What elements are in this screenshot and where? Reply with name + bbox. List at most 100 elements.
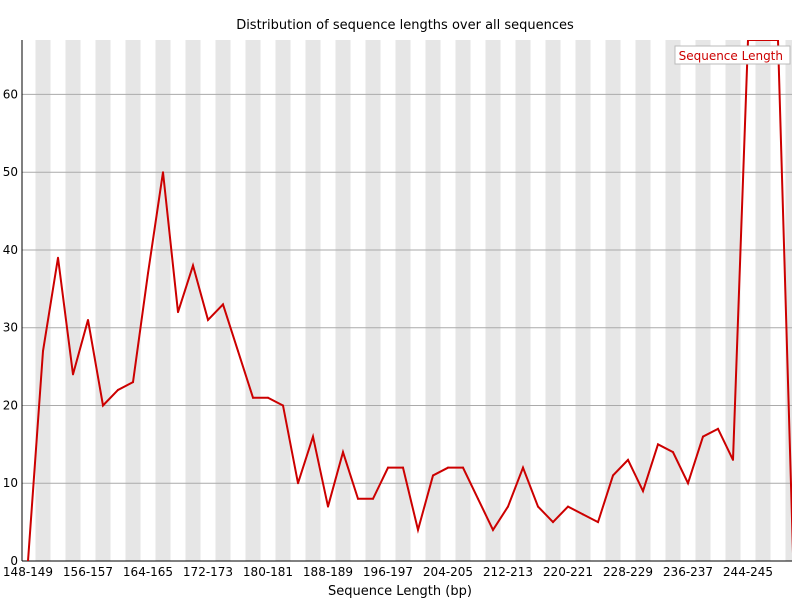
data-point xyxy=(147,272,149,275)
x-tick-label: 228-229 xyxy=(603,565,653,579)
x-tick-label: 156-157 xyxy=(63,565,113,579)
data-point xyxy=(432,474,434,477)
background-band xyxy=(215,40,231,561)
data-point xyxy=(267,396,269,399)
background-band xyxy=(605,40,621,561)
grid-lines xyxy=(22,93,792,484)
x-tick-label: 172-173 xyxy=(183,565,233,579)
data-point xyxy=(27,560,29,561)
data-point xyxy=(222,303,224,306)
background-band xyxy=(785,40,792,561)
background-band xyxy=(65,40,81,561)
background-band xyxy=(365,40,381,561)
data-point xyxy=(252,396,254,399)
data-point xyxy=(87,318,89,321)
y-tick-label: 30 xyxy=(3,321,18,335)
data-point xyxy=(747,40,749,41)
data-point xyxy=(357,497,359,500)
data-point xyxy=(537,505,539,508)
data-point xyxy=(687,482,689,485)
background-band xyxy=(155,40,171,561)
background-band xyxy=(665,40,681,561)
chart-title: Distribution of sequence lengths over al… xyxy=(236,18,574,33)
data-point xyxy=(117,388,119,391)
data-point xyxy=(162,171,164,174)
y-tick-label: 20 xyxy=(3,398,18,412)
background-band xyxy=(545,40,561,561)
data-point xyxy=(327,505,329,508)
data-point xyxy=(372,497,374,500)
data-point xyxy=(567,505,569,508)
y-tick-label: 10 xyxy=(3,476,18,490)
data-point xyxy=(657,443,659,446)
data-point xyxy=(777,40,779,41)
background-band xyxy=(725,40,741,561)
background-band xyxy=(395,40,411,561)
y-tick-label: 40 xyxy=(3,243,18,257)
data-point xyxy=(642,490,644,493)
data-point xyxy=(402,466,404,469)
background-band xyxy=(125,40,141,561)
data-point xyxy=(237,350,239,353)
x-tick-label: 220-221 xyxy=(543,565,593,579)
background-band xyxy=(695,40,711,561)
data-point xyxy=(312,435,314,438)
legend-entry-sequence-length: Sequence Length xyxy=(679,49,783,63)
x-tick-label: 196-197 xyxy=(363,565,413,579)
data-point xyxy=(672,451,674,454)
data-point xyxy=(717,427,719,430)
data-point xyxy=(612,474,614,477)
legend-box xyxy=(674,45,791,65)
data-point xyxy=(132,381,134,384)
y-tick-label: 60 xyxy=(3,87,18,101)
data-point xyxy=(762,40,764,41)
background-band xyxy=(305,40,321,561)
background-bands xyxy=(35,40,792,561)
y-tick-labels: 0 10 20 30 40 50 60 xyxy=(3,87,18,568)
data-point xyxy=(477,497,479,500)
data-point xyxy=(507,505,509,508)
x-tick-label: 236-237 xyxy=(663,565,713,579)
data-point xyxy=(582,513,584,516)
data-point xyxy=(792,552,794,554)
background-band xyxy=(635,40,651,561)
data-point xyxy=(177,311,179,314)
data-point xyxy=(342,451,344,454)
data-point xyxy=(732,458,734,461)
series-line xyxy=(27,40,792,561)
data-point xyxy=(297,482,299,485)
data-point xyxy=(492,528,494,531)
x-tick-label: 244-245 xyxy=(723,565,773,579)
data-point xyxy=(552,521,554,524)
background-band xyxy=(95,40,111,561)
data-point xyxy=(207,318,209,321)
x-tick-label: 212-213 xyxy=(483,565,533,579)
background-band xyxy=(425,40,441,561)
data-point xyxy=(192,264,194,267)
x-tick-label: 204-205 xyxy=(423,565,473,579)
legend: Sequence Length xyxy=(674,45,791,65)
background-band xyxy=(275,40,291,561)
background-band xyxy=(245,40,261,561)
series-group xyxy=(27,40,794,561)
data-point xyxy=(57,256,59,259)
data-point xyxy=(522,466,524,469)
background-band xyxy=(515,40,531,561)
data-point xyxy=(42,350,44,353)
background-band xyxy=(455,40,471,561)
data-point xyxy=(627,458,629,461)
background-band xyxy=(335,40,351,561)
y-tick-label: 50 xyxy=(3,165,18,179)
x-tick-label: 188-189 xyxy=(303,565,353,579)
x-tick-label: 180-181 xyxy=(243,565,293,579)
x-tick-label: 164-165 xyxy=(123,565,173,579)
data-point xyxy=(282,404,284,407)
x-tick-label: 148-149 xyxy=(3,565,53,579)
data-point xyxy=(387,466,389,469)
axes xyxy=(21,40,792,562)
data-point xyxy=(447,466,449,469)
background-band xyxy=(35,40,51,561)
x-tick-labels: 148-149 156-157 164-165 172-173 180-181 188-1… xyxy=(3,565,773,579)
